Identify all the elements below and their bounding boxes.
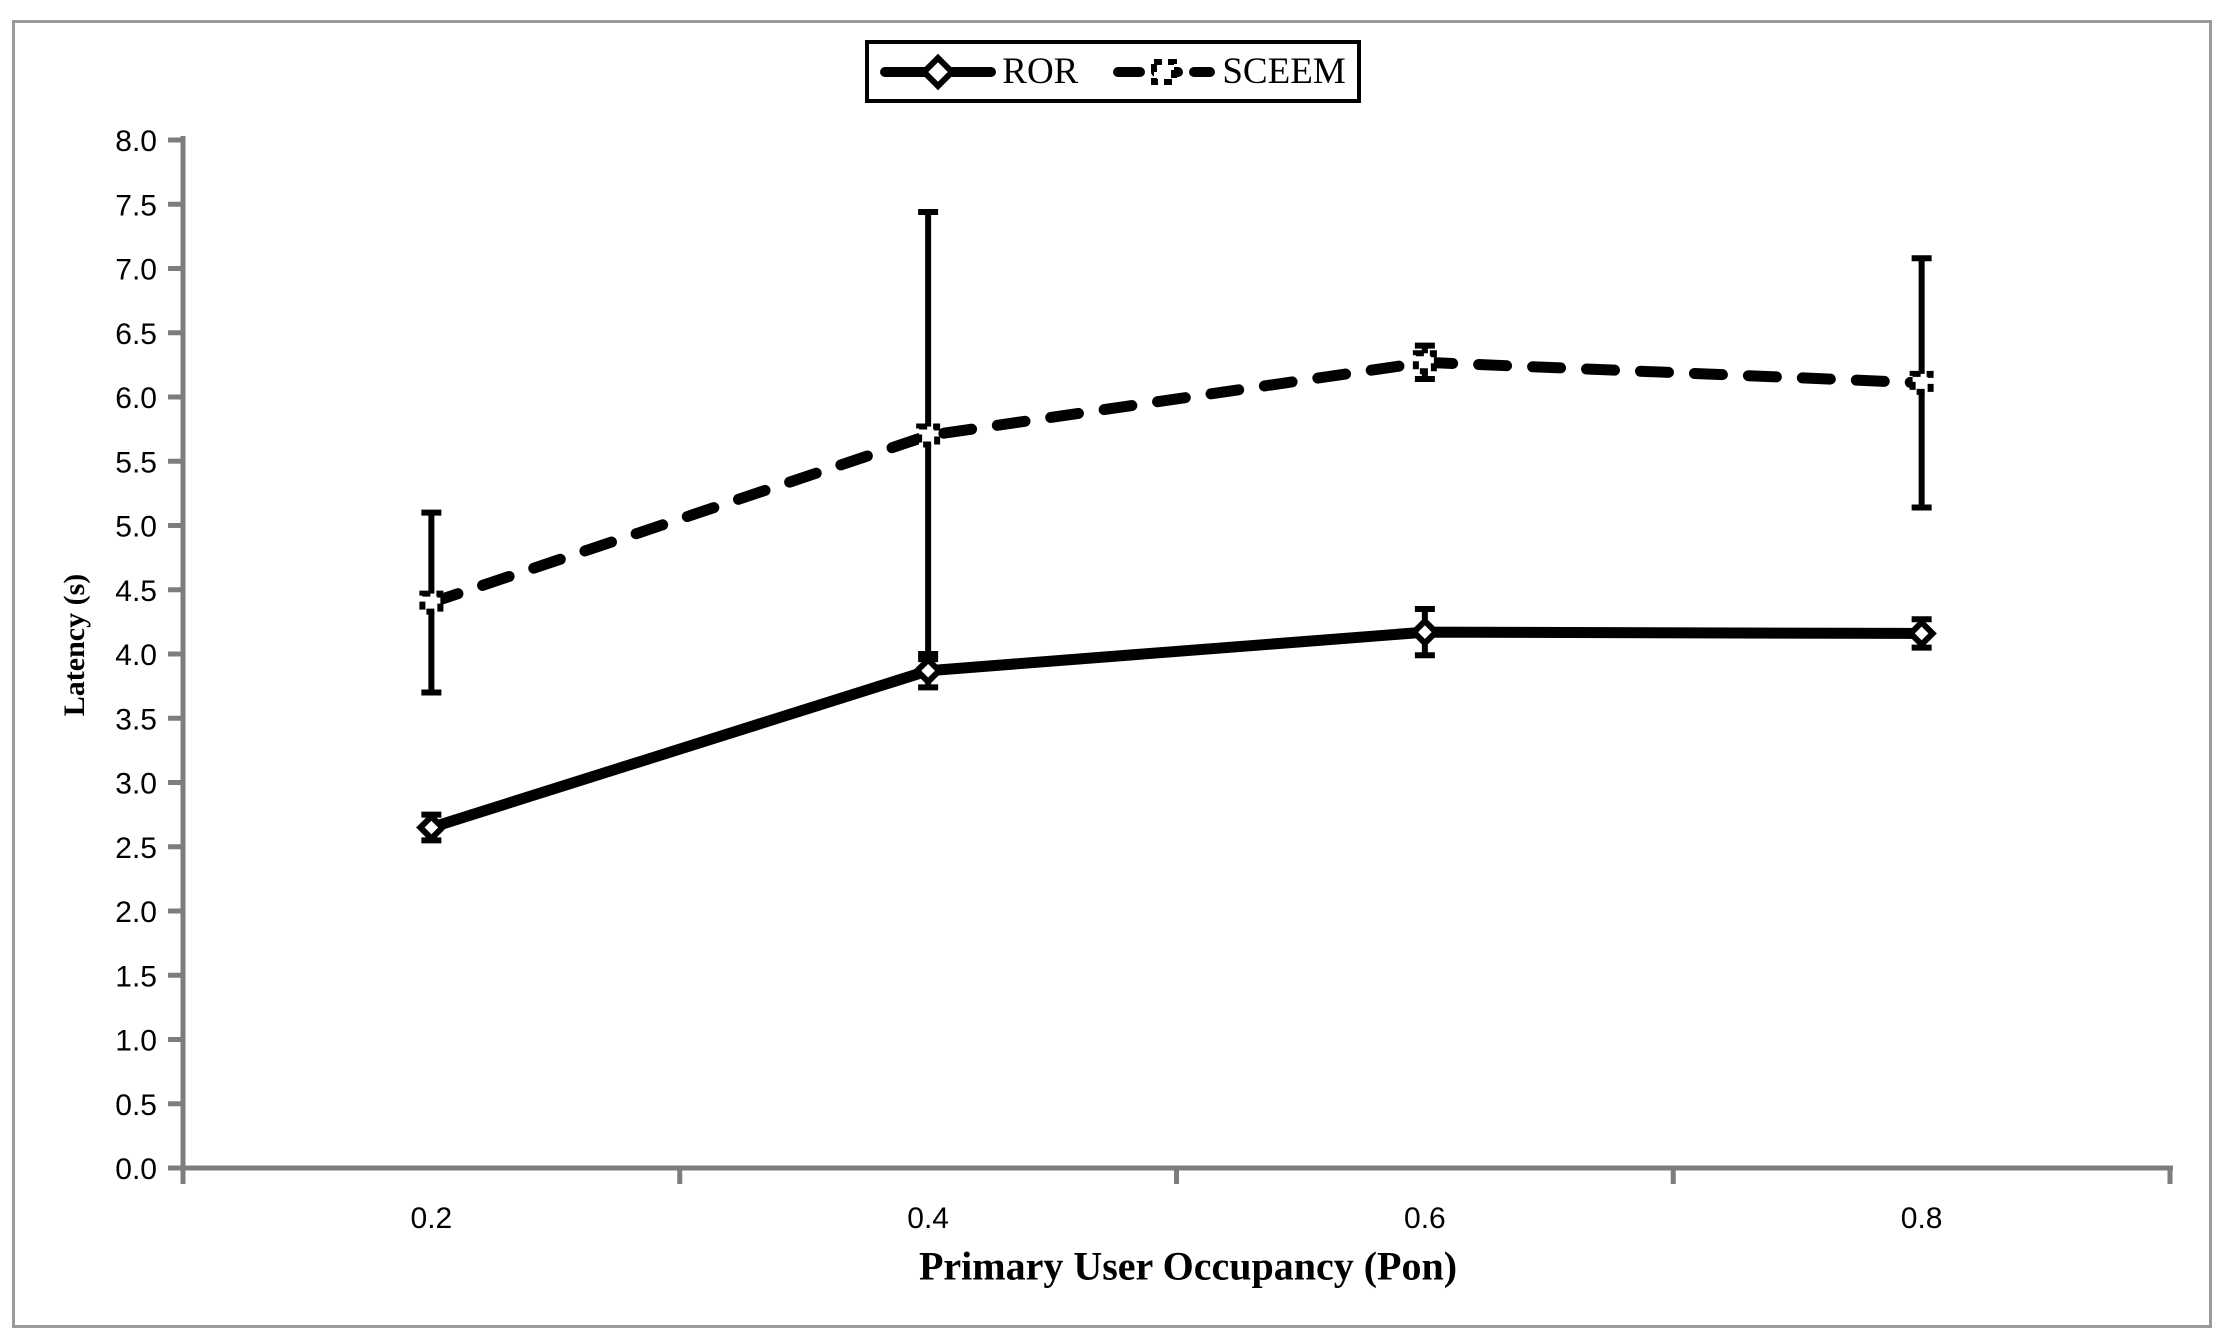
sceem-marker — [1909, 370, 1934, 395]
ror-series-line — [425, 626, 1928, 833]
legend-item-ror: ROR — [880, 52, 1078, 92]
sceem-marker — [1412, 350, 1437, 375]
legend: ROR SCEEM — [865, 40, 1361, 103]
y-tick-label: 5.0 — [115, 511, 157, 544]
ror-marker — [1409, 616, 1441, 648]
legend-item-sceem: SCEEM — [1112, 51, 1346, 92]
y-axis-title: Latency (s) — [58, 573, 91, 717]
legend-label-ror: ROR — [1002, 51, 1079, 92]
y-tick-label: 3.5 — [115, 703, 157, 736]
y-tick-label: 7.5 — [115, 189, 157, 222]
y-tick-label: 5.5 — [115, 446, 157, 479]
y-tick-label: 0.0 — [115, 1153, 157, 1186]
sceem-marker — [419, 590, 444, 615]
y-tick-label: 6.0 — [115, 382, 157, 415]
y-tick-label: 4.0 — [115, 639, 157, 672]
x-axis-title: Primary User Occupancy (Pon) — [918, 1243, 1458, 1289]
ror-marker — [1906, 618, 1937, 649]
y-tick-label: 4.5 — [115, 575, 157, 608]
ror-marker — [416, 812, 447, 843]
y-tick-label: 1.0 — [115, 1025, 157, 1058]
x-tick-label: 0.8 — [1901, 1202, 1943, 1235]
figure-border — [12, 20, 2212, 1328]
ror-solid-line-diamond-icon — [880, 53, 997, 90]
y-tick-label: 8.0 — [115, 125, 157, 158]
x-tick-label: 0.6 — [1404, 1202, 1446, 1235]
y-tick-label: 2.5 — [115, 832, 157, 865]
x-tick-label: 0.2 — [411, 1202, 453, 1235]
y-tick-label: 7.0 — [115, 254, 157, 287]
ror-marker — [912, 655, 944, 686]
sceem-dashed-line-square-icon — [1113, 58, 1216, 85]
y-tick-label: 3.0 — [115, 768, 157, 801]
x-tick-label: 0.4 — [907, 1202, 949, 1235]
y-tick-label: 2.0 — [115, 896, 157, 929]
y-tick-label: 6.5 — [115, 318, 157, 351]
y-tick-label: 1.5 — [115, 960, 157, 993]
sceem-marker — [916, 423, 941, 448]
legend-label-sceem: SCEEM — [1222, 51, 1346, 92]
y-tick-label: 0.5 — [115, 1089, 157, 1122]
sceem-series-line — [425, 356, 1928, 609]
